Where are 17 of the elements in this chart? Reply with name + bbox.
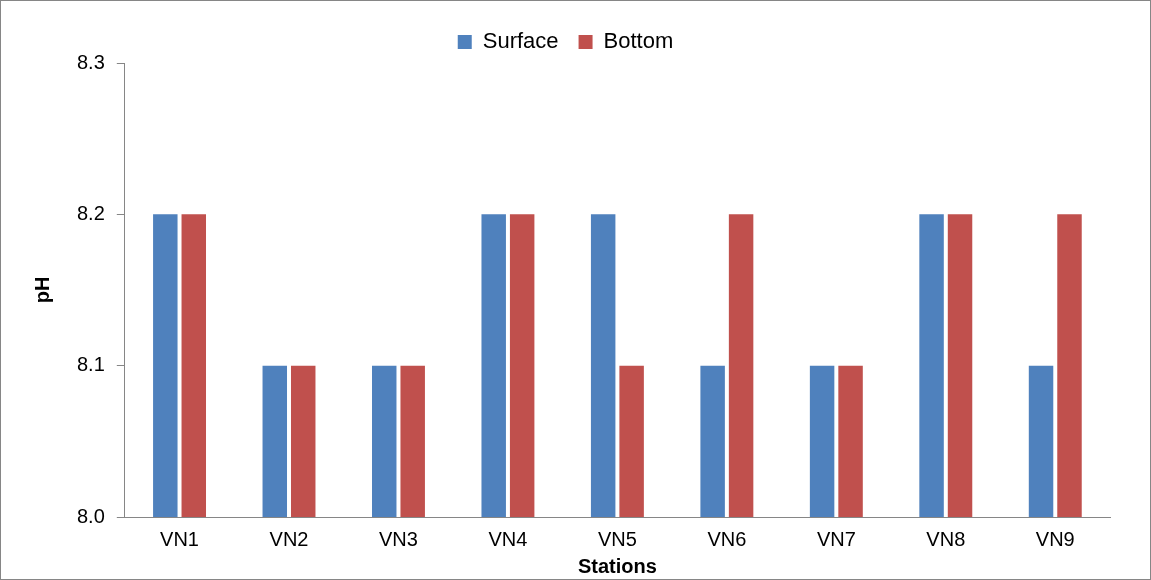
x-tick-label: VN4	[488, 527, 528, 550]
y-axis-title: pH	[30, 276, 53, 304]
x-tick-label: VN9	[1035, 527, 1075, 550]
y-tick-label: 8.0	[76, 504, 105, 527]
x-axis-title: Stations	[577, 554, 657, 577]
y-tick-label: 8.3	[76, 50, 105, 73]
legend-label: Surface	[482, 28, 559, 54]
x-tick-label: VN1	[160, 527, 199, 550]
x-tick-label: VN7	[816, 527, 856, 550]
legend-label: Bottom	[603, 28, 674, 54]
y-tick-label: 8.1	[76, 353, 105, 376]
y-tick-label: 8.2	[76, 201, 105, 224]
x-tick-label: VN2	[269, 527, 309, 550]
x-tick-label: VN5	[597, 527, 637, 550]
x-tick-label: VN6	[707, 527, 747, 550]
x-tick-label: VN3	[379, 527, 418, 550]
x-tick-label: VN8	[926, 527, 966, 550]
